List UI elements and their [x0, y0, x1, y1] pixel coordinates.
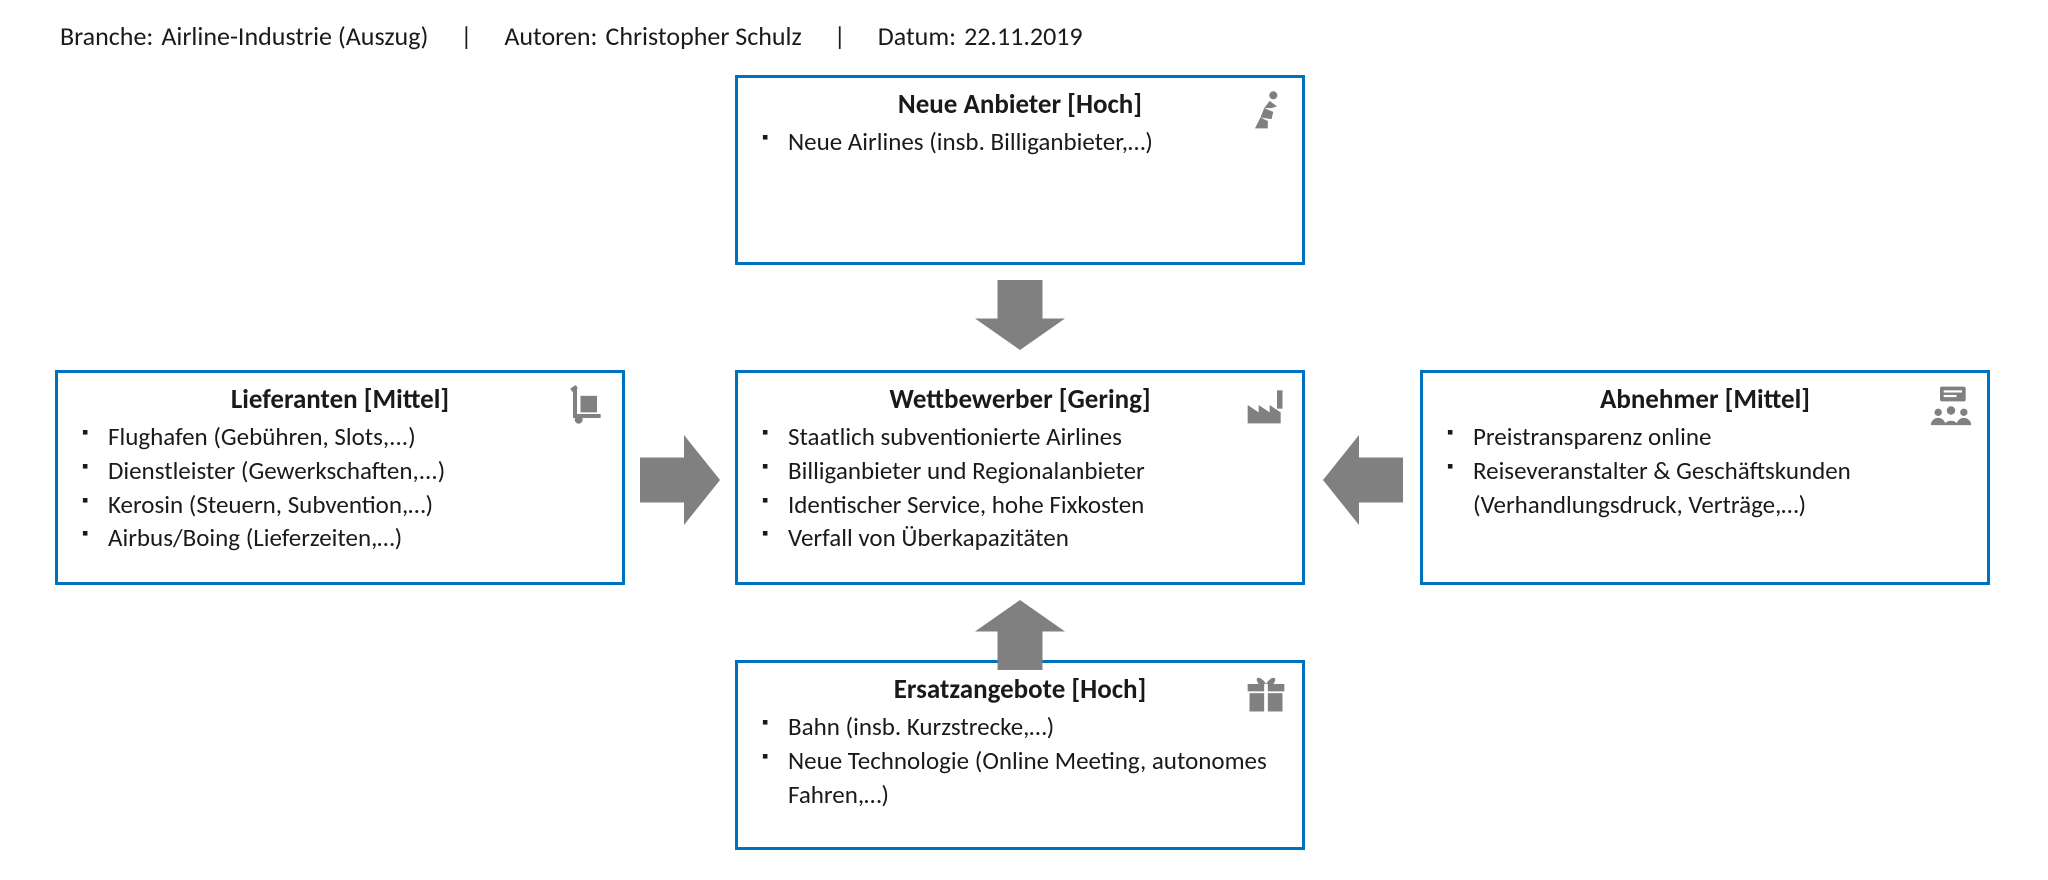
list-item: Airbus/Boing (Lieferzeiten,…)	[82, 521, 604, 555]
box-title: Lieferanten [Mittel]	[76, 383, 604, 416]
box-title: Wettbewerber [Gering]	[756, 383, 1284, 416]
force-box-new-entrants: Neue Anbieter [Hoch] Neue Airlines (insb…	[735, 75, 1305, 265]
list-item: Reiseveranstalter & Geschäftskunden (Ver…	[1447, 454, 1969, 522]
box-title: Neue Anbieter [Hoch]	[756, 88, 1284, 121]
branche-value: Airline-Industrie (Auszug)	[161, 20, 428, 52]
box-items: Preistransparenz onlineReiseveranstalter…	[1441, 420, 1969, 521]
force-box-buyers: Abnehmer [Mittel] Preistransparenz onlin…	[1420, 370, 1990, 585]
list-item: Staatlich subventionierte Airlines	[762, 420, 1284, 454]
list-item: Identischer Service, hohe Fixkosten	[762, 488, 1284, 522]
separator: |	[460, 20, 472, 52]
box-title: Ersatzangebote [Hoch]	[756, 673, 1284, 706]
box-title: Abnehmer [Mittel]	[1441, 383, 1969, 416]
list-item: Verfall von Überkapazitäten	[762, 521, 1284, 555]
separator: |	[834, 20, 846, 52]
autoren-value: Christopher Schulz	[605, 20, 801, 52]
list-item: Flughafen (Gebühren, Slots,...)	[82, 420, 604, 454]
autoren-label: Autoren:	[504, 20, 597, 52]
box-items: Bahn (insb. Kurzstrecke,…)Neue Technolog…	[756, 710, 1284, 811]
list-item: Neue Technologie (Online Meeting, autono…	[762, 744, 1284, 812]
list-item: Bahn (insb. Kurzstrecke,…)	[762, 710, 1284, 744]
box-items: Neue Airlines (insb. Billiganbieter,…)	[756, 125, 1284, 159]
arrow-up-icon	[975, 600, 1065, 670]
force-box-suppliers: Lieferanten [Mittel] Flughafen (Gebühren…	[55, 370, 625, 585]
list-item: Neue Airlines (insb. Billiganbieter,…)	[762, 125, 1284, 159]
datum-label: Datum:	[878, 20, 956, 52]
list-item: Dienstleister (Gewerkschaften,...)	[82, 454, 604, 488]
arrow-left-icon	[1323, 435, 1403, 525]
datum-value: 22.11.2019	[964, 20, 1083, 52]
arrow-right-icon	[640, 435, 720, 525]
list-item: Kerosin (Steuern, Subvention,…)	[82, 488, 604, 522]
arrow-down-icon	[975, 280, 1065, 350]
list-item: Preistransparenz online	[1447, 420, 1969, 454]
list-item: Billiganbieter und Regionalanbieter	[762, 454, 1284, 488]
force-box-substitutes: Ersatzangebote [Hoch] Bahn (insb. Kurzst…	[735, 660, 1305, 850]
box-items: Flughafen (Gebühren, Slots,...)Dienstlei…	[76, 420, 604, 555]
force-box-rivalry: Wettbewerber [Gering] Staatlich subventi…	[735, 370, 1305, 585]
branche-label: Branche:	[60, 20, 153, 52]
box-items: Staatlich subventionierte AirlinesBillig…	[756, 420, 1284, 555]
header-meta: Branche: Airline-Industrie (Auszug) | Au…	[60, 20, 1083, 52]
